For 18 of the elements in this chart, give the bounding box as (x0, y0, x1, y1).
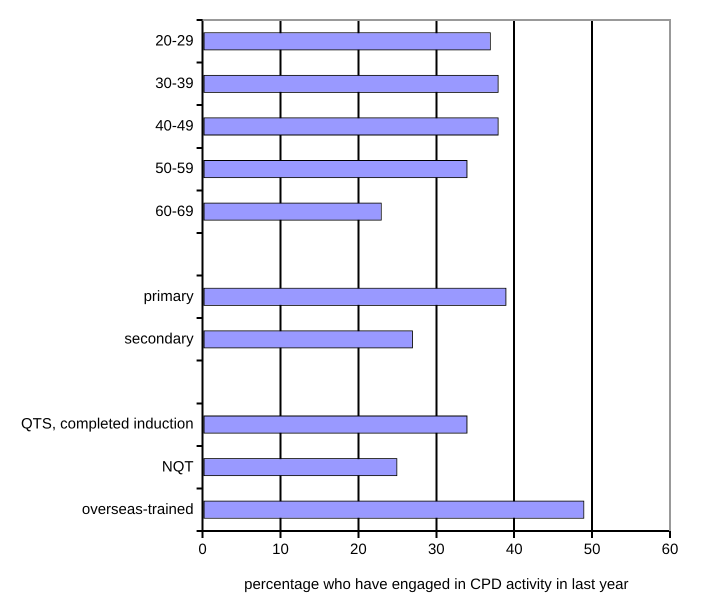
x-tick-label: 50 (584, 541, 600, 558)
y-tick-label: 30-39 (155, 75, 194, 92)
y-tick-label: 50-59 (155, 160, 194, 178)
x-tick-label: 0 (198, 541, 207, 558)
y-tick-label: 60-69 (155, 202, 194, 220)
x-tick-label: 40 (506, 541, 523, 558)
x-tick-label: 30 (428, 541, 445, 558)
y-tick-label: 20-29 (155, 32, 194, 50)
x-tick-label: 20 (350, 541, 367, 558)
y-tick-label: 40-49 (155, 118, 194, 135)
x-tick-label: 10 (272, 541, 289, 558)
x-tick-label: 60 (662, 541, 678, 558)
x-axis-title: percentage who have engaged in CPD activity in last year (244, 576, 628, 594)
y-tick-label: QTS, completed induction (20, 416, 194, 433)
y-tick-label: overseas-trained (82, 500, 194, 518)
y-tick-label: primary (144, 288, 194, 305)
y-tick-label: NQT (162, 458, 194, 476)
y-tick-label: secondary (124, 330, 194, 348)
